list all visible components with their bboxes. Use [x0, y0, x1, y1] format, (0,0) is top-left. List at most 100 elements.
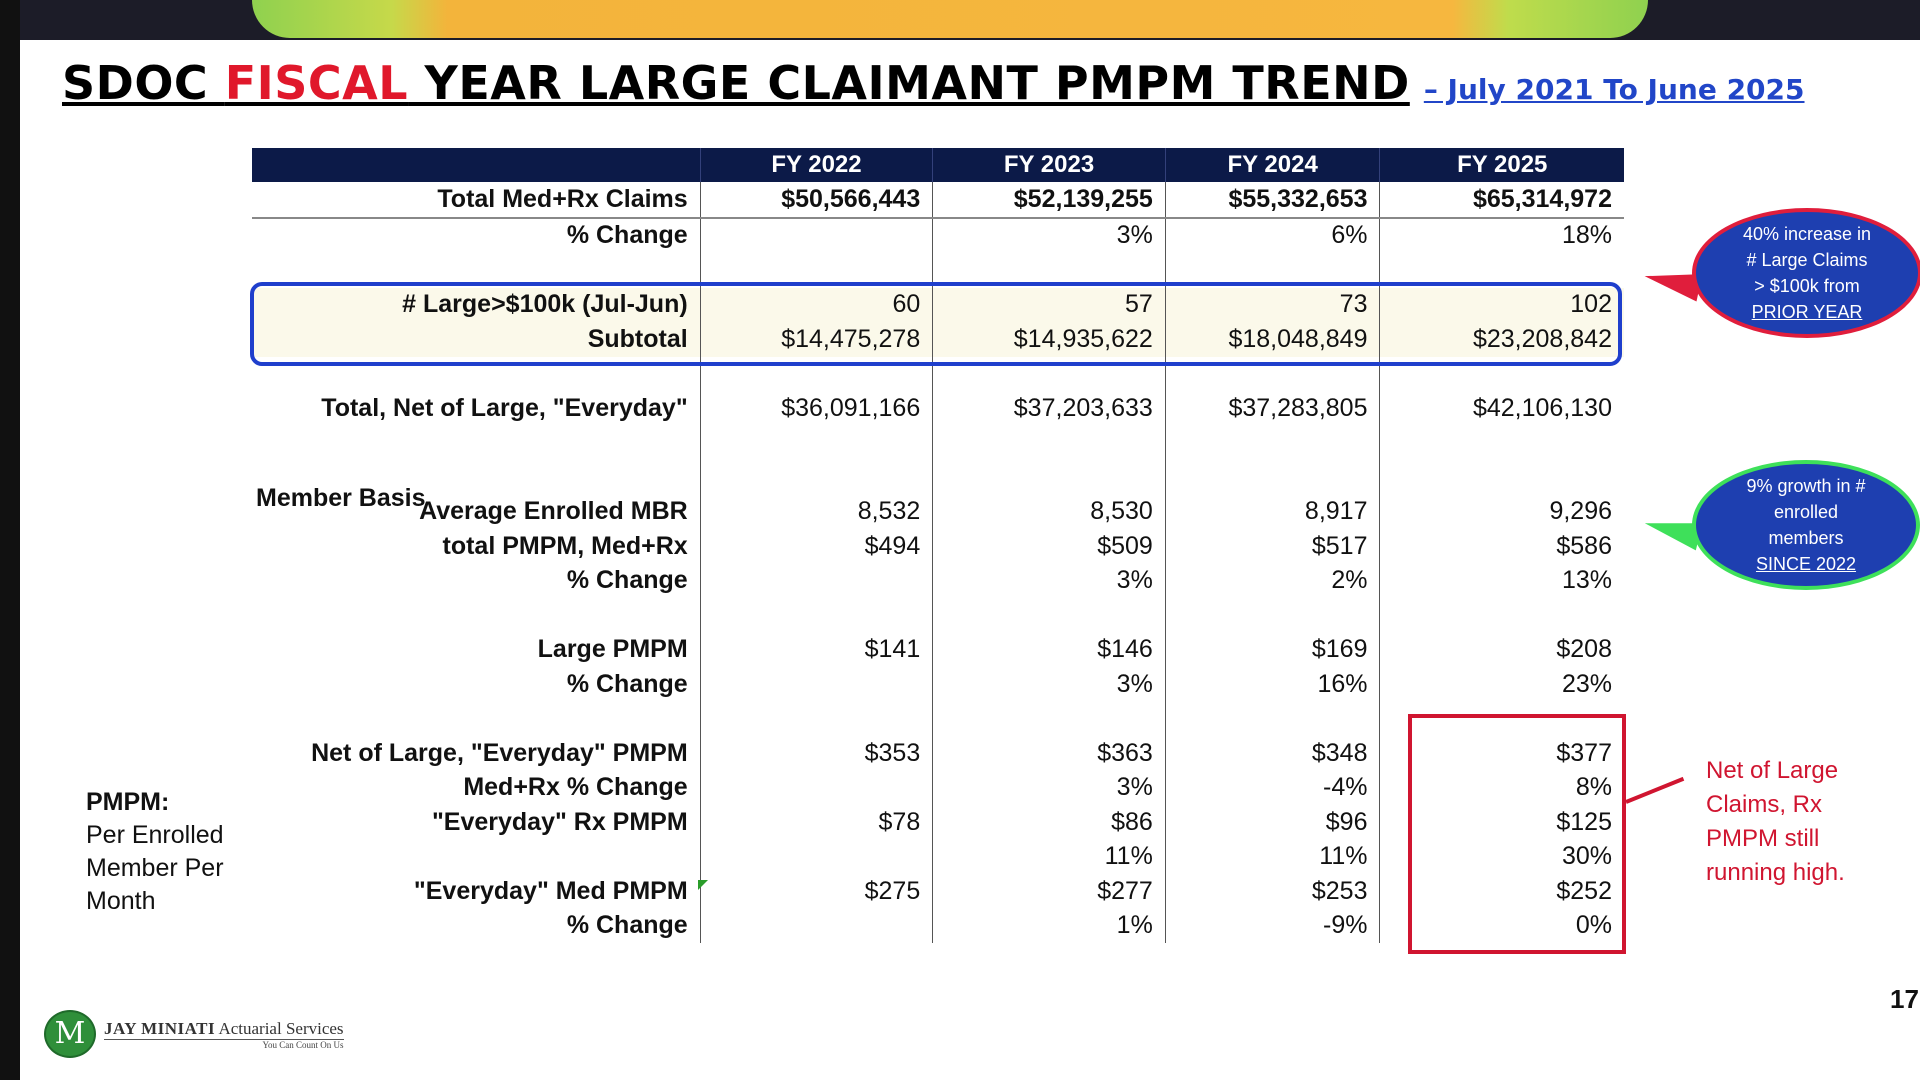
cell: 8,530: [932, 494, 1166, 529]
header-fy2022: FY 2022: [699, 148, 933, 182]
pmpm-heading: PMPM:: [86, 788, 170, 816]
cell: $275: [699, 874, 933, 909]
cell: 30%: [1379, 839, 1624, 874]
cell: $78: [699, 805, 933, 840]
table-header-row: FY 2022 FY 2023 FY 2024 FY 2025: [252, 148, 1624, 182]
row-label: % Change: [566, 669, 688, 698]
header-fy2023: FY 2023: [932, 148, 1166, 182]
cell: 0%: [1379, 908, 1624, 943]
title-fiscal: FISCAL: [224, 56, 409, 110]
cell: $37,283,805: [1164, 391, 1380, 426]
cell: $18,048,849: [1164, 322, 1380, 357]
cell: [699, 770, 933, 805]
cell: 23%: [1379, 667, 1624, 702]
callout-line: SINCE 2022: [1755, 554, 1857, 574]
cell: $348: [1164, 736, 1380, 771]
callout-large-claims: 40% increase in # Large Claims > $100k f…: [1692, 208, 1920, 338]
row-label: Average Enrolled MBR: [419, 497, 688, 526]
cell: $14,475,278: [699, 322, 933, 357]
row-label: % Change: [566, 911, 688, 940]
callout-line: members: [1768, 528, 1844, 548]
cell: 8%: [1379, 770, 1624, 805]
header-fy2024: FY 2024: [1164, 148, 1380, 182]
header-blank: [252, 148, 701, 182]
company-logo: M JAY MINIATI Actuarial Services You Can…: [44, 1010, 344, 1058]
table-row: Average Enrolled MBR 8,532 8,530 8,917 9…: [252, 494, 1624, 529]
spacer-row: [252, 598, 1624, 633]
cell: 11%: [932, 839, 1166, 874]
cell: 2%: [1164, 563, 1380, 598]
cell: $252: [1379, 874, 1624, 909]
cell: 13%: [1379, 563, 1624, 598]
page-number: 17: [1890, 984, 1919, 1014]
cell: $253: [1164, 874, 1380, 909]
row-label: Med+Rx % Change: [463, 773, 688, 802]
spacer-row: [252, 460, 1624, 495]
note-line: Net of Large: [1706, 757, 1839, 784]
table-row: Med+Rx % Change 3% -4% 8%: [252, 770, 1624, 805]
callout-line: PRIOR YEAR: [1751, 302, 1863, 322]
note-line: PMPM still: [1706, 825, 1820, 852]
cell: 11%: [1164, 839, 1380, 874]
cell: $141: [699, 632, 933, 667]
cell: $517: [1164, 529, 1380, 564]
table-row: total PMPM, Med+Rx $494 $509 $517 $586: [252, 529, 1624, 564]
row-label: Large PMPM: [537, 635, 688, 664]
cell: [699, 667, 933, 702]
red-connector-line: [1625, 776, 1685, 804]
logo-name: JAY MINIATI: [104, 1018, 216, 1038]
callout-line: > $100k from: [1754, 276, 1860, 296]
table-row: "Everyday" Rx PMPM $78 $86 $96 $125: [252, 805, 1624, 840]
note-line: running high.: [1706, 859, 1845, 886]
table-row: Subtotal $14,475,278 $14,935,622 $18,048…: [252, 322, 1624, 357]
left-edge-bar: [0, 0, 20, 1080]
fy2025-highlight-box: [1408, 714, 1626, 954]
table-row: "Everyday" Med PMPM $275 $277 $253 $252: [252, 874, 1624, 909]
cell: 18%: [1379, 217, 1624, 253]
slide-title: SDOC FISCAL YEAR LARGE CLAIMANT PMPM TRE…: [62, 56, 1805, 112]
logo-suffix: Actuarial Services: [218, 1018, 344, 1038]
row-label: Net of Large, "Everyday" PMPM: [311, 738, 688, 767]
cell: $50,566,443: [699, 182, 933, 219]
member-basis-label: Member Basis: [256, 484, 426, 512]
title-subtitle: – July 2021 To June 2025: [1423, 73, 1805, 106]
row-label: "Everyday" Med PMPM: [413, 876, 688, 905]
cell: 6%: [1164, 217, 1380, 253]
top-banner: [0, 0, 1920, 40]
table-row: 11% 11% 30%: [252, 839, 1624, 875]
table-row: Large PMPM $141 $146 $169 $208: [252, 632, 1624, 667]
cell: $277: [932, 874, 1166, 909]
table-row: % Change 3% 6% 18%: [252, 217, 1624, 253]
table-row: % Change 3% 2% 13%: [252, 563, 1624, 598]
cell: $125: [1379, 805, 1624, 840]
table-row: Net of Large, "Everyday" PMPM $353 $363 …: [252, 736, 1624, 771]
cell: 102: [1379, 287, 1624, 322]
pmpm-line3: Month: [86, 887, 156, 915]
row-label: Total Med+Rx Claims: [252, 182, 701, 219]
cell: 3%: [932, 770, 1166, 805]
cell: $96: [1164, 805, 1380, 840]
table-row: % Change 3% 16% 23%: [252, 667, 1624, 702]
cell: 3%: [932, 563, 1166, 598]
row-label: [252, 840, 700, 875]
cell: $353: [699, 736, 933, 771]
cell: $37,203,633: [932, 391, 1166, 426]
cell: $494: [699, 529, 933, 564]
row-label: % Change: [566, 221, 688, 250]
spacer-row: [252, 701, 1624, 736]
cell: 3%: [932, 667, 1166, 702]
header-fy2025: FY 2025: [1379, 148, 1624, 182]
cell: $36,091,166: [699, 391, 933, 426]
cell: $52,139,255: [932, 182, 1166, 219]
row-label: % Change: [566, 566, 688, 595]
table-row: Total, Net of Large, "Everyday" $36,091,…: [252, 391, 1624, 426]
cell: [699, 839, 933, 874]
row-label: Subtotal: [252, 322, 701, 357]
cell: $377: [1379, 736, 1624, 771]
cell: [699, 563, 933, 598]
cell: 8,532: [699, 494, 933, 529]
cell: $146: [932, 632, 1166, 667]
cell: $208: [1379, 632, 1624, 667]
spacer-row: [252, 356, 1624, 391]
top-banner-gradient: [252, 0, 1648, 38]
